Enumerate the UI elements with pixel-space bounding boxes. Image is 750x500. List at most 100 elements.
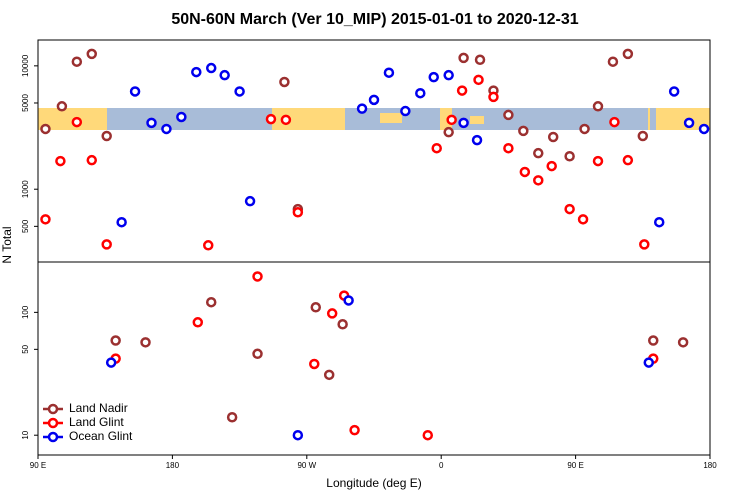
- point: [577, 214, 589, 225]
- point: [343, 295, 354, 306]
- point: [101, 239, 112, 250]
- point: [622, 154, 634, 166]
- point: [609, 116, 620, 128]
- point: [431, 142, 442, 154]
- point: [252, 348, 263, 360]
- point: [443, 126, 454, 138]
- point: [226, 412, 238, 423]
- point: [40, 214, 51, 225]
- legend-marker: [47, 417, 59, 429]
- point: [653, 216, 665, 228]
- point: [55, 155, 66, 167]
- point: [415, 87, 426, 99]
- y-axis-label: N Total: [0, 226, 14, 263]
- point: [356, 103, 368, 114]
- point: [280, 114, 292, 126]
- point: [458, 117, 469, 129]
- point: [279, 76, 290, 88]
- legend-label: Ocean Glint: [69, 429, 133, 443]
- point: [592, 101, 604, 112]
- map-strip: [38, 108, 710, 130]
- point: [205, 62, 217, 74]
- point: [101, 130, 112, 142]
- point: [622, 48, 634, 60]
- point: [71, 56, 83, 67]
- point: [643, 357, 655, 368]
- point: [473, 74, 484, 86]
- x-tick-label: 90 E: [30, 461, 46, 470]
- point: [547, 131, 559, 143]
- point: [698, 123, 710, 135]
- point: [503, 142, 514, 154]
- point: [349, 424, 360, 436]
- point: [503, 109, 514, 121]
- point: [648, 335, 659, 346]
- x-tick-label: 0: [439, 461, 444, 470]
- point: [86, 48, 98, 60]
- x-tick-label: 180: [703, 461, 717, 470]
- point: [564, 150, 575, 162]
- point: [456, 85, 468, 96]
- point: [607, 56, 619, 67]
- point: [677, 337, 689, 348]
- point: [637, 130, 649, 142]
- point: [446, 114, 457, 126]
- point: [146, 117, 157, 129]
- point: [252, 271, 263, 282]
- point: [40, 123, 51, 135]
- point: [292, 429, 304, 441]
- point: [326, 308, 338, 319]
- point: [383, 67, 395, 78]
- point: [191, 66, 202, 78]
- x-tick-label: 90 E: [567, 461, 583, 470]
- y-tick-label: 500: [21, 219, 30, 233]
- y-tick-label: 10: [21, 430, 30, 439]
- point: [519, 166, 531, 178]
- point: [546, 160, 557, 172]
- point: [309, 358, 320, 370]
- point: [105, 357, 117, 368]
- y-tick-label: 1000: [21, 180, 30, 198]
- legend-marker: [47, 403, 59, 415]
- point: [400, 105, 411, 117]
- x-tick-label: 90 W: [297, 461, 316, 470]
- y-tick-label: 50: [21, 344, 30, 353]
- point: [140, 337, 151, 348]
- point: [129, 86, 141, 97]
- point: [202, 240, 214, 251]
- point: [192, 317, 204, 328]
- point: [471, 134, 483, 146]
- point: [176, 111, 187, 123]
- point: [265, 113, 277, 125]
- point: [488, 91, 499, 103]
- point: [368, 94, 380, 106]
- point: [116, 216, 127, 228]
- point: [533, 175, 544, 186]
- point: [474, 54, 486, 66]
- point: [56, 101, 68, 112]
- point: [205, 296, 217, 308]
- point: [234, 86, 245, 97]
- point: [86, 154, 98, 166]
- legend-label: Land Nadir: [69, 401, 128, 415]
- point: [592, 155, 604, 167]
- plot-frame: [37, 261, 711, 456]
- point: [71, 116, 83, 128]
- plot-frame: [37, 39, 711, 263]
- point: [323, 369, 335, 381]
- x-tick-label: 180: [166, 461, 180, 470]
- legend-label: Land Glint: [69, 415, 124, 429]
- point: [422, 429, 434, 441]
- point: [337, 319, 348, 330]
- point: [161, 123, 172, 135]
- y-tick-label: 10000: [21, 54, 30, 77]
- point: [292, 207, 304, 218]
- point: [310, 302, 322, 313]
- point: [564, 203, 575, 215]
- point: [639, 239, 650, 250]
- point: [518, 125, 529, 137]
- point: [443, 69, 454, 81]
- y-tick-label: 100: [21, 305, 30, 319]
- point: [458, 52, 469, 64]
